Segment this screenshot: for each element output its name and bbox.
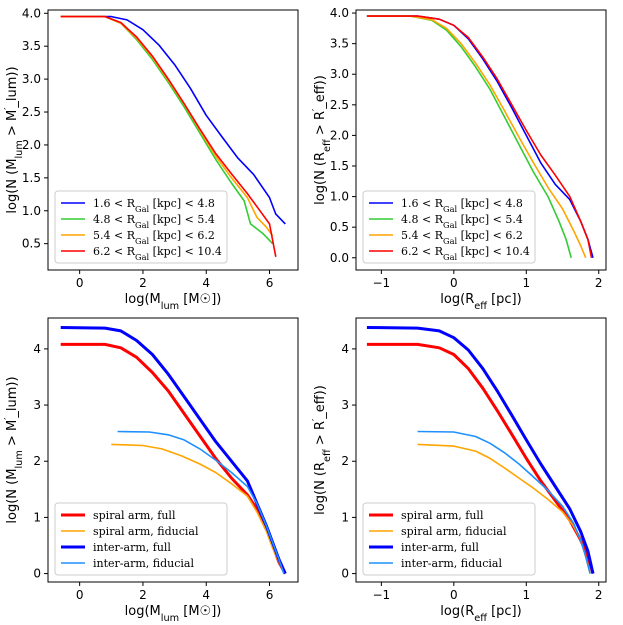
legend-entry: 1.6 < RGal [kpc] < 4.8 [401,197,523,214]
series-line-2 [111,443,286,574]
y-tick-label: 2.5 [330,98,349,112]
y-tick-label: 2.0 [22,138,41,152]
x-tick-label: 1 [522,276,530,290]
legend-box [362,502,536,576]
x-tick-label: 6 [266,588,274,602]
x-tick-label: 4 [202,588,210,602]
series-line-1 [60,15,286,225]
y-tick-label: 1 [341,510,349,524]
y-tick-label: 4 [33,342,41,356]
panel-top-left: 0 2 4 6 0.5 1.0 1.5 2.0 2.5 3.0 3.5 4.0 log(Mlum [M☉… [3,6,299,312]
legend-entry: spiral arm, fiducial [401,525,507,538]
y-tick-label: 0.5 [22,237,41,251]
x-tick-label: 0 [76,276,84,290]
legend: 1.6 < RGal [kpc] < 4.84.8 < RGal [kpc] <… [54,190,228,264]
y-tick-label: 3.0 [22,72,41,86]
legend-entry: 4.8 < RGal [kpc] < 5.4 [93,213,215,230]
series-line-4 [417,430,591,574]
legend-entry: 5.4 < RGal [kpc] < 6.2 [401,229,523,246]
y-tick-label: 0 [341,567,349,581]
panel-bottom-right: −1 0 1 2 0 1 2 3 4 log(Reff [pc]) log(N (Reff > R′… [311,317,607,624]
x-axis-label: log(Mlum [M☉]) [125,604,222,624]
y-tick-label: 0 [33,567,41,581]
legend-entry: inter-arm, fiducial [93,557,194,570]
y-tick-label: 3.0 [330,67,349,81]
x-tick-label: 1 [522,588,530,602]
legend-entry: 4.8 < RGal [kpc] < 5.4 [401,213,523,230]
x-tick-label: 2 [595,276,603,290]
y-tick-label: 1.5 [22,171,41,185]
legend-box [54,502,228,576]
x-tick-label: 2 [595,588,603,602]
y-axis-label: log(N (Mlum > M′_lum)) [3,66,25,213]
y-tick-label: 3.5 [330,37,349,51]
x-tick-label: 0 [450,588,458,602]
plot-frame [355,9,607,271]
y-tick-label: 1 [33,510,41,524]
y-tick-label: 4.0 [330,6,349,20]
plot-frame [355,317,607,583]
x-axis-label: log(Reff [pc]) [440,292,521,312]
y-axis-label: log(N (Mlum > M′_lum)) [3,376,25,523]
legend: 1.6 < RGal [kpc] < 4.84.8 < RGal [kpc] <… [362,190,536,264]
y-tick-label: 1.5 [330,159,349,173]
legend-entry: 6.2 < RGal [kpc] < 10.4 [401,245,530,262]
series-line-4 [117,430,285,574]
y-tick-label: 3.5 [22,39,41,53]
series-line-4 [366,15,593,258]
legend: spiral arm, full spiral arm, fiducial inte… [362,502,536,576]
plot-frame [47,317,299,583]
panel-bottom-left: 0 2 4 6 0 1 2 3 4 log(Mlum [M☉]) log(N (Mlum > M′_… [3,317,299,624]
y-tick-label: 2 [341,454,349,468]
y-tick-label: 0.0 [330,251,349,265]
x-tick-label: 0 [76,588,84,602]
y-tick-label: 3 [341,398,349,412]
legend-entry: spiral arm, fiducial [93,525,199,538]
legend-entry: inter-arm, full [93,541,171,554]
x-tick-label: 4 [202,276,210,290]
y-tick-label: 3 [33,398,41,412]
legend-entry: 1.6 < RGal [kpc] < 4.8 [93,197,215,214]
x-tick-label: 2 [139,276,147,290]
legend-box [362,190,536,264]
legend: spiral arm, full spiral arm, fiducial inte… [54,502,228,576]
y-tick-label: 0.5 [330,220,349,234]
x-tick-label: −1 [373,276,391,290]
y-axis-label: log(N (Reff > R′_eff)) [311,75,333,205]
y-tick-label: 2 [33,454,41,468]
legend-entry: spiral arm, full [93,509,176,522]
y-tick-label: 2.5 [22,105,41,119]
x-axis-label: log(Mlum [M☉]) [125,292,222,312]
legend-entry: spiral arm, full [401,509,484,522]
series-line-3 [366,15,587,259]
legend-entry: inter-arm, fiducial [401,557,502,570]
y-tick-label: 4.0 [22,6,41,20]
y-tick-label: 4 [341,342,349,356]
legend-box [54,190,228,264]
x-tick-label: 2 [139,588,147,602]
panel-top-right: −1 0 1 2 0.0 0.5 1.0 1.5 2.0 2.5 3.0 3.5 4.0 log(Reff… [311,6,607,312]
series-line-3 [366,326,595,574]
plot-frame [47,9,299,271]
y-tick-label: 1.0 [330,190,349,204]
y-tick-label: 1.0 [22,204,41,218]
x-axis-label: log(Reff [pc]) [440,604,521,624]
legend-entry: inter-arm, full [401,541,479,554]
x-tick-label: 0 [450,276,458,290]
x-tick-label: 6 [266,276,274,290]
x-tick-label: −1 [373,588,391,602]
series-line-4 [60,15,277,257]
y-tick-label: 2.0 [330,128,349,142]
y-axis-label: log(N (Reff > R′_eff)) [311,385,333,515]
legend-entry: 5.4 < RGal [kpc] < 6.2 [93,229,215,246]
legend-entry: 6.2 < RGal [kpc] < 10.4 [93,245,222,262]
